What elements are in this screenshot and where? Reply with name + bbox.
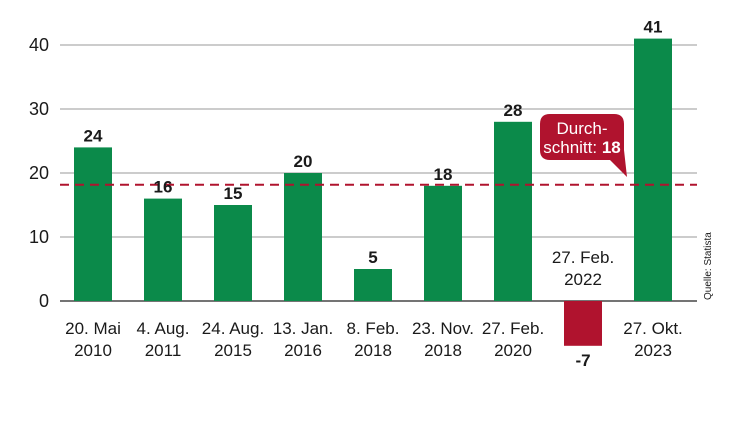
value-label: 28 bbox=[504, 101, 523, 120]
category-label: 8. Feb. bbox=[347, 319, 400, 338]
average-callout: Durch-schnitt: 18 bbox=[540, 114, 627, 177]
bar bbox=[354, 269, 392, 301]
y-tick-label: 40 bbox=[29, 35, 49, 55]
category-label: 2023 bbox=[634, 341, 672, 360]
value-label: 15 bbox=[224, 184, 243, 203]
value-label: 41 bbox=[644, 18, 663, 37]
category-label: 2016 bbox=[284, 341, 322, 360]
bar bbox=[564, 301, 602, 346]
category-label: 20. Mai bbox=[65, 319, 121, 338]
category-label: 27. Feb. bbox=[552, 248, 614, 267]
y-axis-tick-labels: 0 10 20 30 40 bbox=[29, 35, 49, 311]
category-label: 2022 bbox=[564, 270, 602, 289]
bar bbox=[144, 198, 182, 301]
category-label: 2018 bbox=[354, 341, 392, 360]
value-label: 24 bbox=[84, 126, 103, 145]
value-label: 5 bbox=[368, 248, 377, 267]
category-label: 27. Feb. bbox=[482, 319, 544, 338]
bar bbox=[74, 147, 112, 301]
y-tick-label: 20 bbox=[29, 163, 49, 183]
average-label-line1: Durch- bbox=[556, 119, 607, 138]
bar bbox=[494, 121, 532, 301]
y-tick-label: 10 bbox=[29, 227, 49, 247]
category-label: 27. Okt. bbox=[623, 319, 683, 338]
value-label: -7 bbox=[575, 351, 590, 370]
value-labels: 24 16 15 20 5 18 28 -7 41 bbox=[84, 18, 663, 370]
bar bbox=[634, 38, 672, 301]
value-label: 20 bbox=[294, 152, 313, 171]
y-tick-label: 30 bbox=[29, 99, 49, 119]
category-label: 2010 bbox=[74, 341, 112, 360]
category-label: 23. Nov. bbox=[412, 319, 474, 338]
source-note: Quelle: Statista bbox=[703, 232, 714, 300]
callout-bubble bbox=[540, 114, 627, 177]
category-label: 13. Jan. bbox=[273, 319, 334, 338]
category-label: 24. Aug. bbox=[202, 319, 264, 338]
category-label: 2018 bbox=[424, 341, 462, 360]
bars bbox=[74, 38, 672, 346]
average-label-line2: schnitt: 18 bbox=[543, 138, 621, 157]
value-label: 16 bbox=[154, 178, 173, 197]
bar bbox=[424, 185, 462, 301]
average-value: 18 bbox=[602, 138, 621, 157]
category-labels: 20. Mai 2010 4. Aug. 2011 24. Aug. 2015 13. Ja… bbox=[65, 248, 683, 360]
y-tick-label: 0 bbox=[39, 291, 49, 311]
category-label: 2011 bbox=[145, 341, 182, 360]
bar bbox=[284, 173, 322, 301]
bar bbox=[214, 205, 252, 301]
category-label: 2020 bbox=[494, 341, 532, 360]
category-label: 4. Aug. bbox=[137, 319, 190, 338]
category-label: 2015 bbox=[214, 341, 252, 360]
value-label: 18 bbox=[434, 165, 453, 184]
